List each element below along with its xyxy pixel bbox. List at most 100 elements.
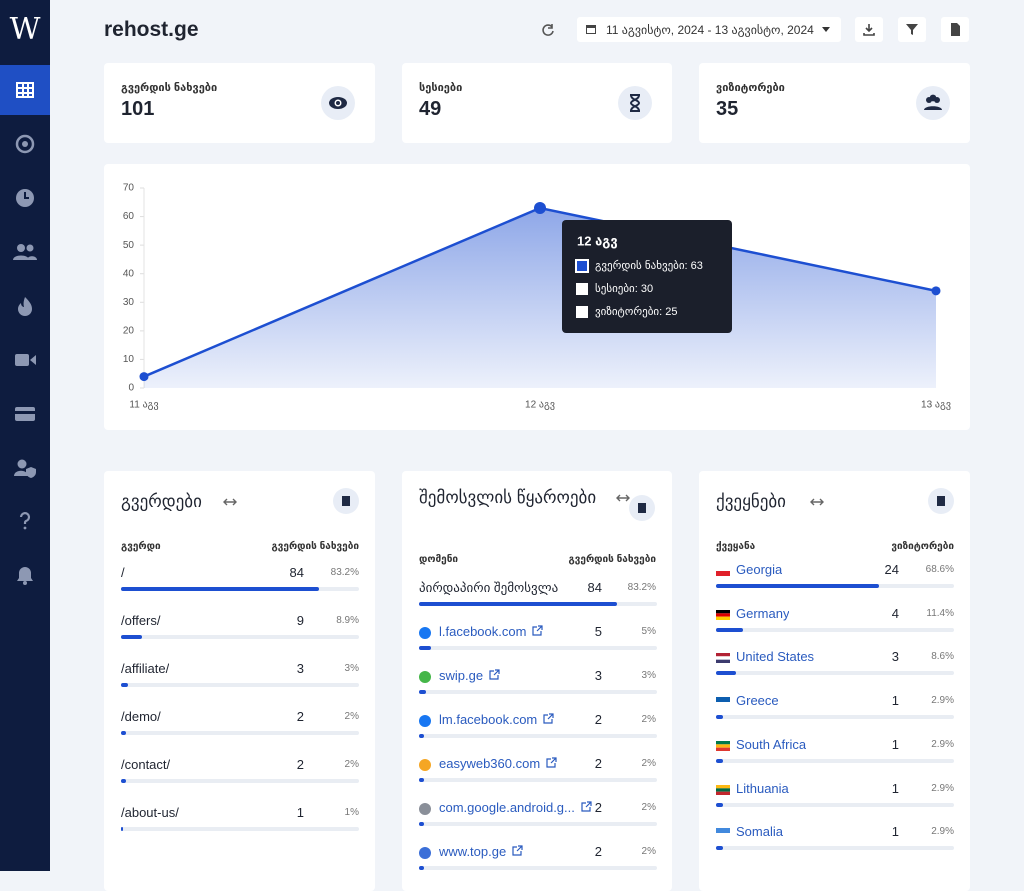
row-link[interactable]: Greece xyxy=(736,693,779,709)
row-value: 4 xyxy=(891,605,899,621)
row-value: 2 xyxy=(296,757,304,772)
stat-value: 49 xyxy=(419,98,442,120)
external-link-icon[interactable] xyxy=(532,625,543,636)
pdf-button[interactable] xyxy=(941,17,969,42)
bar-track xyxy=(121,779,359,783)
nav-notifications[interactable] xyxy=(0,551,50,601)
row-label: /affiliate/ xyxy=(121,661,170,676)
row-value: 3 xyxy=(594,668,602,683)
download-button[interactable] xyxy=(855,17,883,42)
share-bar xyxy=(121,827,124,831)
refresh-button[interactable] xyxy=(537,19,559,41)
external-link-icon[interactable] xyxy=(546,757,557,768)
row-link[interactable]: lm.facebook.com xyxy=(439,712,538,727)
row-share: 5% xyxy=(641,626,656,637)
share-bar xyxy=(716,715,723,720)
sidebar: W xyxy=(0,0,50,871)
stat-label: ვიზიტორები xyxy=(716,82,785,94)
date-picker[interactable]: 11 აგვისტო, 2024 - 13 აგვისტო, 2024 xyxy=(577,17,841,42)
y-tick-label: 20 xyxy=(123,325,135,336)
external-link-icon[interactable] xyxy=(543,713,554,724)
share-bar xyxy=(419,866,424,870)
card-action[interactable] xyxy=(629,495,655,521)
row-label: /demo/ xyxy=(121,709,161,724)
toggle-icon[interactable] xyxy=(223,497,237,507)
row-share: 2% xyxy=(641,758,656,769)
row-value: 1 xyxy=(891,824,899,840)
nav-users[interactable] xyxy=(0,443,50,493)
row-link[interactable]: l.facebook.com xyxy=(439,624,527,639)
external-link-icon[interactable] xyxy=(581,801,592,812)
nav-help[interactable] xyxy=(0,497,50,547)
share-bar xyxy=(121,587,320,591)
tooltip-swatch xyxy=(575,259,589,273)
chart-card: 0 10 20 30 40 50 60 70 11 აგვ 12 აგვ 13 აგვ 12 აგვ გ… xyxy=(104,164,970,430)
row-share: 2.9% xyxy=(931,695,954,707)
toggle-icon[interactable] xyxy=(810,497,824,507)
y-tick-label: 60 xyxy=(123,211,135,222)
share-bar xyxy=(419,822,424,826)
row-value: 1 xyxy=(296,805,304,820)
row-share: 2.9% xyxy=(931,738,954,750)
filter-button[interactable] xyxy=(898,17,926,42)
source-icon xyxy=(419,847,431,859)
external-link-icon[interactable] xyxy=(512,845,523,856)
row-value: 2 xyxy=(594,712,602,727)
row-share: 1% xyxy=(344,807,359,818)
nav-visitors[interactable] xyxy=(0,227,50,277)
calendar-icon xyxy=(586,25,596,34)
row-link[interactable]: Germany xyxy=(736,605,790,621)
bar-track xyxy=(419,778,657,782)
bar-track xyxy=(419,690,657,694)
row-value: 2 xyxy=(296,709,304,724)
share-bar xyxy=(716,802,723,807)
bar-track xyxy=(121,827,359,831)
row-link[interactable]: com.google.android.g... xyxy=(439,800,575,815)
bar-track xyxy=(419,866,657,870)
nav-realtime[interactable] xyxy=(0,173,50,223)
stat-card: სესიები 49 xyxy=(402,63,672,143)
external-link-icon[interactable] xyxy=(489,669,500,680)
row-value: 2 xyxy=(594,800,602,815)
row-share: 2% xyxy=(641,714,656,725)
tooltip-swatch xyxy=(576,283,588,295)
row-link[interactable]: United States xyxy=(736,649,815,665)
row-value: 1 xyxy=(891,693,899,709)
row-link[interactable]: Georgia xyxy=(736,562,783,577)
row-link[interactable]: easyweb360.com xyxy=(439,756,541,771)
column-header: დომენი xyxy=(419,554,459,565)
share-bar xyxy=(121,779,126,783)
share-bar xyxy=(716,671,737,676)
x-tick-label: 13 აგვ xyxy=(921,400,951,411)
row-value: 9 xyxy=(296,613,304,628)
stat-card: გვერდის ნახვები 101 xyxy=(104,63,375,143)
share-bar xyxy=(419,646,431,650)
card-action[interactable] xyxy=(333,488,359,514)
logo[interactable]: W xyxy=(9,12,41,47)
row-link[interactable]: Lithuania xyxy=(736,780,789,796)
tooltip xyxy=(562,220,732,333)
nav-trending[interactable] xyxy=(0,281,50,331)
column-header: ქვეყანა xyxy=(716,541,756,552)
share-bar xyxy=(121,635,143,639)
share-bar xyxy=(419,602,618,606)
table-card: გვერდები გვერდი გვერდის ნახვები / 84 83.2% /of… xyxy=(104,471,375,891)
nav-goals[interactable] xyxy=(0,119,50,169)
bar-track xyxy=(121,731,359,735)
share-bar xyxy=(716,584,880,588)
nav-billing[interactable] xyxy=(0,389,50,439)
y-tick-label: 10 xyxy=(123,354,135,365)
nav-recordings[interactable] xyxy=(0,335,50,385)
row-share: 2% xyxy=(344,759,359,770)
nav-dashboard[interactable] xyxy=(0,65,50,115)
row-link[interactable]: www.top.ge xyxy=(439,844,507,859)
tooltip-item: სესიები: 30 xyxy=(595,283,653,295)
row-link[interactable]: South Africa xyxy=(736,736,807,752)
table-card: ქვეყნები ქვეყანა ვიზიტორები Georgia 24 68.6% G… xyxy=(699,471,970,891)
row-link[interactable]: swip.ge xyxy=(439,668,484,683)
caret xyxy=(822,27,830,32)
stat-label: სესიები xyxy=(419,82,463,94)
row-link[interactable]: Somalia xyxy=(736,824,783,840)
toggle-icon[interactable] xyxy=(616,493,630,503)
card-action[interactable] xyxy=(928,488,954,514)
